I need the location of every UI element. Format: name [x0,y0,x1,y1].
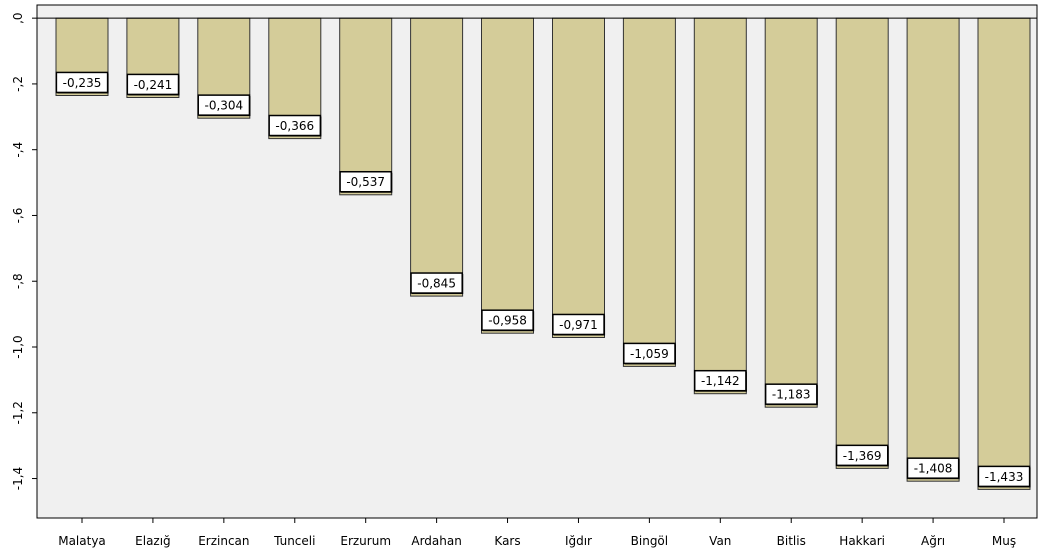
data-label-box [977,465,1031,488]
x-tick-label: Bitlis [777,534,806,548]
data-label-box [55,71,109,94]
x-tick-label: Kars [494,534,520,548]
data-label-text: -0,971 [559,318,598,332]
bar-ardahan [410,17,464,297]
data-labels: -0,235 -0,241 -0,304 -0,366 -0,537 -0,845 -0,9… [55,71,1031,488]
y-tick-label: -,4 [11,142,25,158]
x-tick-label: Elazığ [135,534,171,548]
x-tick-label: Erzurum [340,534,391,548]
data-label-box [835,444,889,467]
bar-iğdır [552,17,605,338]
data-label-tunceli: -0,366 [268,114,322,137]
x-tick-label: Iğdır [565,534,592,548]
data-label-text: -0,241 [134,78,173,92]
data-label-text: -1,059 [630,347,669,361]
x-axis: Malatya Elazığ Erzincan Tunceli Erzurum Ardah… [58,518,1016,548]
data-label-text: -0,958 [488,314,527,328]
x-tick-label: Ağrı [921,534,945,548]
bar-kars [481,17,534,334]
bar-bingöl [622,17,676,367]
x-tick-label: Erzincan [198,534,249,548]
data-label-box [339,170,393,193]
y-tick-label: -1,0 [11,335,25,358]
bar-van [693,17,747,395]
data-label-ardahan: -0,845 [410,272,464,295]
data-label-box [623,342,676,365]
x-tick-label: Malatya [58,534,106,548]
bar-erzurum [339,17,393,196]
x-tick-label: Ardahan [411,534,461,548]
bar-hakkari [835,17,889,469]
y-tick-label: -,8 [11,273,25,289]
x-tick-label: Muş [992,534,1016,548]
data-label-bitlis: -1,183 [764,383,818,406]
bar-ağrı [906,17,960,482]
y-tick-label: ,0 [11,12,25,23]
data-label-box [268,114,322,137]
data-label-text: -1,408 [914,462,953,476]
data-label-box [197,94,251,116]
x-tick-label: Bingöl [631,534,668,548]
y-tick-label: -1,4 [11,467,25,490]
y-axis: ,0 -,2 -,4 -,6 -,8 -1,0 -1,2 -1,4 [11,12,37,490]
x-tick-label: Van [709,534,731,548]
data-label-erzurum: -0,537 [339,170,393,193]
data-label-box [481,309,534,331]
data-label-elazığ: -0,241 [126,73,180,96]
data-label-text: -1,183 [772,388,811,402]
data-label-kars: -0,958 [481,309,535,332]
y-tick-label: -1,2 [11,401,25,424]
data-label-text: -1,369 [843,449,882,463]
data-label-box [906,457,960,479]
bar-bitlis [764,17,818,408]
data-label-malatya: -0,235 [55,71,109,94]
data-label-box [552,313,605,336]
x-tick-label: Tunceli [273,534,315,548]
data-label-text: -0,366 [275,119,314,133]
data-label-text: -1,142 [701,374,740,388]
data-label-text: -0,537 [346,175,385,189]
data-label-erzincan: -0,304 [197,94,251,117]
data-label-text: -1,433 [985,470,1024,484]
data-label-text: -0,304 [205,99,244,113]
data-label-iğdır: -0,971 [552,313,606,336]
data-label-ağrı: -1,408 [906,457,960,480]
data-label-text: -0,845 [417,277,456,291]
y-tick-label: -,2 [11,76,25,92]
data-label-bingöl: -1,059 [623,342,676,365]
data-label-text: -0,235 [63,76,102,90]
data-label-box [410,272,463,294]
data-label-box [693,369,747,392]
data-label-box [126,73,180,96]
data-label-van: -1,142 [693,369,747,392]
x-tick-label: Hakkari [839,534,885,548]
bar-muş [977,17,1031,490]
data-label-hakkari: -1,369 [835,444,889,467]
data-label-box [764,383,818,405]
y-tick-label: -,6 [11,208,25,224]
data-label-muş: -1,433 [977,465,1031,488]
